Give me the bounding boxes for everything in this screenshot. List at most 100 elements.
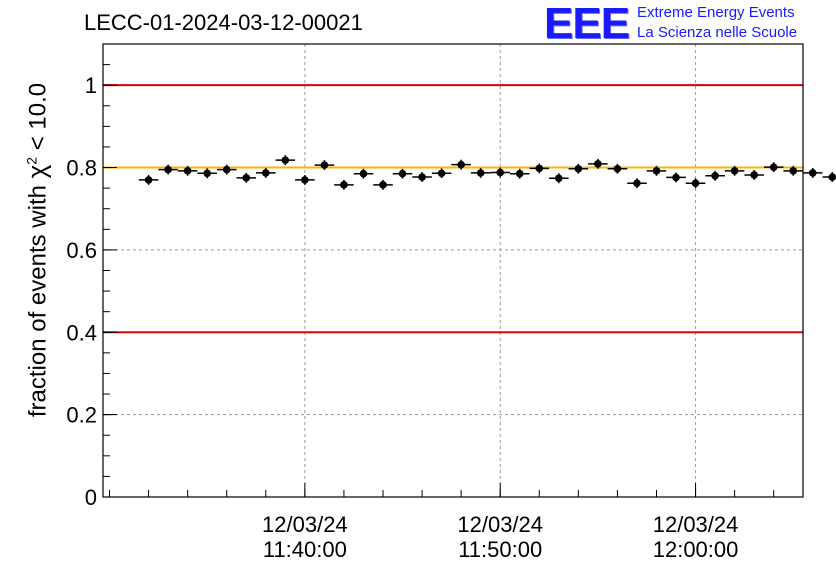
data-point xyxy=(392,168,413,179)
data-point xyxy=(724,165,745,176)
data-marker xyxy=(398,169,407,178)
y-axis-label-chi: χ xyxy=(21,164,52,179)
data-point xyxy=(490,167,510,178)
data-point xyxy=(353,168,374,179)
data-point xyxy=(627,178,647,189)
data-marker xyxy=(769,163,778,171)
data-point xyxy=(822,172,836,182)
x-tick-labels: 12/03/2411:40:0012/03/2411:50:0012/03/24… xyxy=(262,512,738,562)
y-tick-label: 0.6 xyxy=(66,238,97,263)
data-marker xyxy=(320,161,329,169)
data-point xyxy=(373,179,393,190)
x-tick-label-date: 12/03/24 xyxy=(653,512,739,537)
axis-ticks xyxy=(103,43,775,498)
data-marker xyxy=(144,176,153,184)
data-point xyxy=(314,160,335,171)
data-marker xyxy=(555,174,563,183)
y-axis-label-prefix: fraction of events with xyxy=(24,178,52,418)
data-marker xyxy=(242,174,251,182)
data-point xyxy=(666,172,686,183)
data-point xyxy=(431,168,452,179)
data-marker xyxy=(535,164,544,173)
y-tick-label: 0 xyxy=(85,485,97,510)
data-point xyxy=(451,159,471,170)
data-marker xyxy=(261,169,270,177)
data-point xyxy=(177,165,198,176)
data-marker xyxy=(437,169,446,178)
y-tick-label: 1 xyxy=(85,73,97,98)
data-point xyxy=(295,174,315,185)
data-point xyxy=(158,164,178,175)
data-point xyxy=(568,163,589,174)
data-point xyxy=(685,178,706,189)
data-marker xyxy=(496,168,505,177)
data-marker xyxy=(222,165,231,174)
x-tick-label-time: 11:50:00 xyxy=(458,537,542,562)
data-marker xyxy=(691,179,700,187)
x-tick-label-time: 12:00:00 xyxy=(653,537,739,562)
data-marker xyxy=(301,176,309,184)
data-marker xyxy=(183,167,192,175)
data-marker xyxy=(515,169,524,178)
data-point xyxy=(607,163,628,174)
data-marker xyxy=(594,160,602,168)
data-marker xyxy=(379,181,387,189)
data-marker xyxy=(281,156,290,164)
y-tick-label: 0.8 xyxy=(66,156,97,181)
eee-logo: EEE xyxy=(544,0,630,48)
data-marker xyxy=(711,171,719,180)
data-point xyxy=(138,174,159,185)
data-point xyxy=(803,167,823,178)
data-marker xyxy=(613,164,622,173)
chart-title: LECC-01-2024-03-12-00021 xyxy=(84,10,363,35)
data-point xyxy=(549,173,569,184)
data-marker xyxy=(828,173,836,181)
data-point xyxy=(588,158,608,169)
data-point xyxy=(334,179,354,190)
logo-tagline-2: La Scienza nelle Scuole xyxy=(637,24,798,41)
data-point xyxy=(529,163,550,174)
data-point xyxy=(744,170,764,180)
data-marker xyxy=(203,169,211,178)
data-marker xyxy=(808,169,817,177)
data-point xyxy=(256,167,276,178)
data-point xyxy=(412,172,432,182)
data-marker xyxy=(672,173,680,182)
data-marker xyxy=(652,167,661,175)
data-marker xyxy=(730,167,739,175)
data-point xyxy=(509,168,530,179)
data-marker xyxy=(750,171,758,179)
plot-frame xyxy=(102,43,804,498)
data-points xyxy=(138,155,836,190)
y-tick-label: 0.2 xyxy=(66,403,97,428)
y-tick-labels: 0 0.2 0.4 0.6 0.8 1 xyxy=(66,73,97,510)
data-marker xyxy=(789,167,798,175)
data-point xyxy=(236,172,257,183)
data-marker xyxy=(164,165,172,174)
data-marker xyxy=(418,173,426,181)
data-point xyxy=(705,170,725,181)
x-tick-label-date: 12/03/24 xyxy=(262,512,348,537)
data-point xyxy=(216,164,237,175)
data-marker xyxy=(633,179,641,187)
data-point xyxy=(470,167,491,178)
data-point xyxy=(275,155,296,166)
x-tick-label-time: 11:40:00 xyxy=(263,537,347,562)
logo-tagline-1: Extreme Energy Events xyxy=(637,4,795,21)
grid-lines xyxy=(103,44,803,497)
y-axis-label: fraction of events with χ2 < 10.0 xyxy=(22,83,53,417)
data-marker xyxy=(457,160,465,169)
y-axis-label-suffix: < 10.0 xyxy=(24,82,52,157)
data-marker xyxy=(476,169,485,177)
y-axis-label-exponent: 2 xyxy=(23,156,40,165)
data-point xyxy=(197,168,217,179)
x-tick-label-date: 12/03/24 xyxy=(457,512,543,537)
data-point xyxy=(763,162,784,173)
data-point xyxy=(783,165,803,176)
data-marker xyxy=(359,169,368,178)
reference-lines xyxy=(103,84,803,334)
y-tick-label: 0.4 xyxy=(66,320,97,345)
data-marker xyxy=(574,164,583,173)
data-marker xyxy=(340,181,348,189)
